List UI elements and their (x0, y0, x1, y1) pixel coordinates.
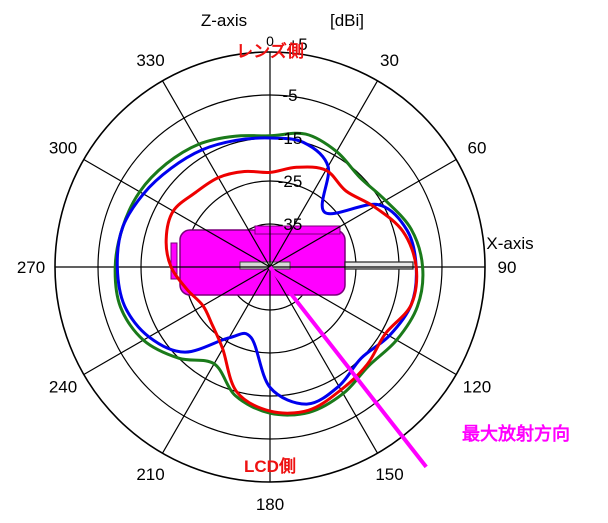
angle-label-60: 60 (468, 139, 487, 158)
max-direction-line (268, 265, 428, 469)
spoke-30 (269, 80, 379, 268)
r-tick-label-3: -25 (278, 172, 303, 191)
angle-label-300: 300 (49, 139, 77, 158)
chart-labels: 0 30 60 90 120 150 180 210 240 270 300 330 +5 -5 -15 -2… (17, 33, 517, 514)
angle-label-150: 150 (375, 465, 403, 484)
angle-label-330: 330 (136, 51, 164, 70)
r-tick-label-1: -5 (282, 86, 297, 105)
device-antenna-left (239, 261, 291, 270)
annotation-max-direction: 最大放射方向 (462, 423, 570, 444)
spoke-150 (269, 266, 379, 454)
annotation-top: レンズ側 (236, 41, 304, 61)
spoke-60 (269, 158, 457, 268)
r-tick-label-2: -15 (278, 129, 303, 148)
axis-label-z: Z-axis (201, 11, 247, 30)
angle-label-120: 120 (463, 378, 491, 397)
spoke-210 (161, 266, 271, 454)
angle-label-270: 270 (17, 258, 45, 277)
spoke-300 (83, 158, 271, 268)
unit-label: [dBi] (330, 11, 364, 30)
annotation-bottom: LCD側 (244, 456, 296, 476)
spoke-120 (269, 266, 457, 376)
device-side-button (170, 242, 178, 280)
angle-label-180: 180 (256, 495, 284, 514)
device-antenna-right (344, 261, 414, 270)
series-line-2 (164, 165, 419, 415)
series-line-0 (113, 131, 425, 417)
angle-label-30: 30 (380, 51, 399, 70)
spoke-240 (83, 266, 271, 376)
device-illustration (170, 225, 414, 296)
pattern-series (113, 131, 425, 417)
spoke-330 (161, 80, 271, 268)
axis-label-x: X-axis (486, 234, 533, 253)
angle-spokes (55, 52, 485, 482)
angle-label-0: 0 (266, 33, 274, 49)
series-line-1 (115, 136, 418, 406)
angle-label-240: 240 (49, 378, 77, 397)
device-lens (254, 225, 341, 235)
angle-label-90: 90 (498, 258, 517, 277)
r-tick-label-0: +5 (288, 35, 307, 54)
angle-label-210: 210 (136, 465, 164, 484)
max-direction (268, 265, 428, 469)
r-tick-label-4: -35 (278, 215, 303, 234)
